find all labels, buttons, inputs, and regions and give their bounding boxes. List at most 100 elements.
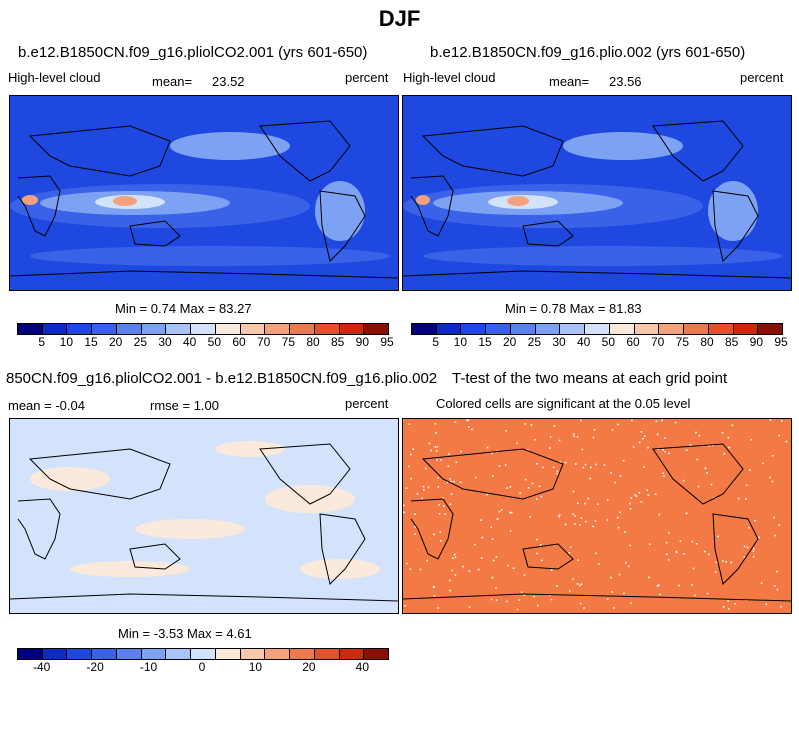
cbar1-swatch [116,324,142,334]
ttest-cell [536,538,538,541]
coast-antarctica [403,270,791,279]
ttest-cell [556,585,558,587]
ttest-cell [408,423,411,425]
ttest-cell [452,557,454,559]
ttest-insignificant-cells [403,419,788,611]
ttest-cell [715,561,718,564]
ttest-cell [549,436,552,438]
ttest-cell [722,606,725,608]
coast-samerica [319,513,366,585]
ttest-cell [467,419,470,422]
ttest-cell [717,535,719,538]
cbar2-label: 60 [626,335,640,349]
ttest-cell [771,454,774,457]
ttest-cell [640,431,643,433]
ttest-cell [778,434,780,437]
ttest-cell [694,594,696,597]
ttest-cell [596,503,599,505]
ttest-cell [437,486,440,488]
ttest-cell [564,523,567,526]
ttest-cell [438,504,440,506]
cbar2-label: 15 [478,335,492,349]
ttest-cell [785,440,788,443]
cbar1-label: 80 [306,335,320,349]
ttest-cell [646,489,648,491]
ttest-cell [655,420,658,423]
ttest-cell [460,450,462,453]
ttest-significant-fill [403,419,791,613]
panel3-map-svg [10,419,398,613]
ttest-cell [500,509,503,511]
cbar3-swatch [166,649,192,659]
panel2-map [402,95,792,291]
ttest-cell [656,585,659,587]
ttest-cell [455,461,458,464]
ttest-cell [662,449,664,451]
ttest-cell [481,536,484,539]
cloud-north-storm [170,132,290,160]
ttest-cell [696,458,699,461]
coast-australia [129,543,181,570]
ttest-cell [432,586,435,588]
ttest-cell [507,564,509,567]
panel4-map-svg [403,419,791,613]
cbar1-swatch [92,324,117,334]
ttest-cell [569,590,571,592]
ttest-cell [706,472,708,474]
ttest-cell [590,466,592,469]
coast-namerica [652,443,744,505]
ttest-cell [769,476,771,479]
ttest-cell [534,438,536,441]
ttest-cell [542,466,544,469]
ttest-cell [572,433,575,435]
cbar1-swatch [166,324,192,334]
ttest-cell [659,593,661,596]
ttest-cell [440,459,442,461]
ttest-cell [734,603,736,605]
cloud-north-storm [563,132,683,160]
coast-australia [522,543,574,570]
ttest-cell [606,499,609,501]
ttest-cell [622,459,625,462]
ttest-cell [692,567,695,570]
coast-asia [28,448,171,500]
ttest-cell [697,485,700,488]
cbar2-swatch [486,324,511,334]
ttest-cell [558,515,560,518]
ttest-cell [592,525,594,528]
ttest-cell [715,571,717,573]
ttest-cell [474,476,477,479]
ttest-cell [516,442,518,445]
ttest-cell [746,546,749,549]
cbar2-swatch [461,324,487,334]
ttest-cell [593,428,596,431]
ttest-cell [536,552,538,555]
ttest-cell [435,450,438,452]
ttest-cell [685,512,688,515]
ttest-cell [574,523,576,525]
ttest-cell [668,452,670,455]
ttest-cell [495,587,497,589]
ttest-cell [538,485,541,488]
ttest-cell [577,502,579,505]
ttest-cell [721,432,724,434]
ttest-cell [491,576,494,579]
ttest-cell [648,576,650,579]
ttest-cell [582,466,585,469]
cbar3-swatch [215,649,241,659]
ttest-cell [498,465,501,467]
ttest-cell [454,556,457,559]
panel3-mean: mean = -0.04 [8,398,85,413]
ttest-cell [587,497,590,500]
ttest-cell [638,492,641,494]
ttest-cell [459,481,462,484]
ttest-cell [580,583,583,586]
ttest-cell [769,419,772,421]
diff-positive-3 [265,485,355,513]
ttest-cell [556,472,559,475]
ttest-cell [630,602,632,604]
coast-antarctica [10,593,398,602]
ttest-cell [675,550,678,553]
ttest-cell [576,436,579,438]
ttest-cell [575,463,577,465]
